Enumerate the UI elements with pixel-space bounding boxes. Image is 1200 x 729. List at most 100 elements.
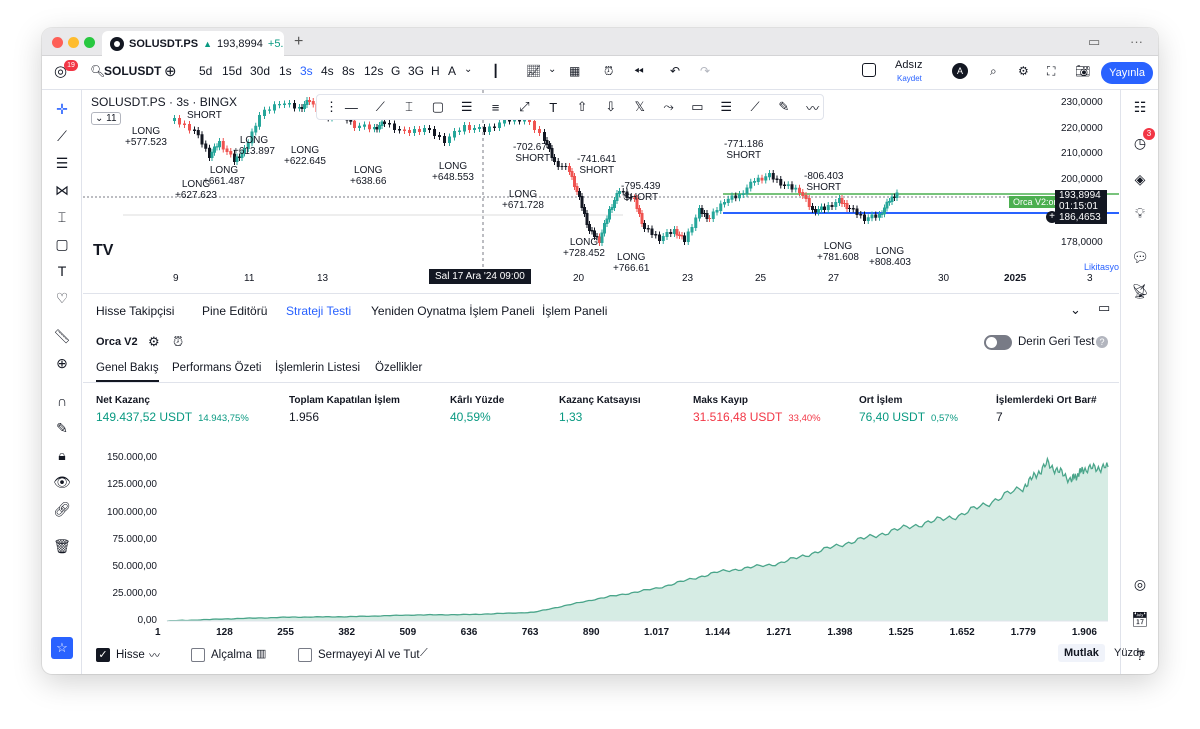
stay-drawing-icon[interactable]: ✎ <box>56 420 68 436</box>
candlestick-area[interactable] <box>83 90 1119 290</box>
percent-mode-button[interactable]: Yüzde <box>1114 647 1146 659</box>
hisse-checkbox[interactable]: ✓ <box>96 648 110 662</box>
subtab-trades-list[interactable]: İşlemlerin Listesi <box>275 362 360 374</box>
magnet-icon[interactable]: ∩ <box>56 393 68 409</box>
tab-stock-tracker[interactable]: Hisse Takipçisi <box>96 304 175 318</box>
interval-8s[interactable]: 8s <box>342 64 355 78</box>
save-link[interactable]: Kaydet <box>897 74 922 83</box>
interval-a[interactable]: A <box>448 64 457 78</box>
fullscreen-icon[interactable]: ⛶ <box>1047 64 1056 78</box>
lock-icon[interactable]: 🔒︎ <box>58 447 66 463</box>
strategy-name[interactable]: Orca V2 <box>96 336 138 348</box>
indicators-icon[interactable]: 📈︎ <box>526 64 542 78</box>
shapes-icon[interactable]: ▢ <box>55 236 69 252</box>
replay-icon[interactable]: ⏪︎ <box>634 64 644 78</box>
watchlist-star-icon[interactable]: ☆ <box>51 637 73 659</box>
help-icon[interactable]: ? <box>1096 336 1108 348</box>
xabcd-icon[interactable]: 𝕏 <box>634 99 645 114</box>
deep-backtest-toggle[interactable] <box>984 335 1012 350</box>
interval-5d[interactable]: 5d <box>199 64 213 78</box>
pitchfork-icon[interactable]: ⟋ <box>750 99 760 114</box>
crosshair-icon[interactable]: ✛ <box>56 101 68 117</box>
interval-12s[interactable]: 12s <box>364 64 384 78</box>
rect-icon[interactable]: ▢ <box>431 99 445 114</box>
drag-handle-icon[interactable]: ⋮ <box>325 99 338 114</box>
interval-h[interactable]: H <box>431 64 440 78</box>
strategy-alert-icon[interactable]: ⏰︎ <box>173 334 184 349</box>
hline-icon[interactable]: — <box>344 99 358 115</box>
equity-chart[interactable] <box>83 434 1119 626</box>
user-avatar[interactable]: A <box>952 63 968 79</box>
close-window-button[interactable] <box>52 37 63 48</box>
watchlist-icon[interactable]: ☷ <box>1133 99 1147 115</box>
strategy-settings-icon[interactable]: ⚙︎ <box>148 334 160 349</box>
favorites-heart-icon[interactable]: ♡ <box>55 290 69 306</box>
symbol-search[interactable]: SOLUSDT <box>104 64 162 78</box>
calendar-icon[interactable]: 📅︎ <box>1131 611 1149 627</box>
interval-3g[interactable]: 3G <box>408 64 425 78</box>
target-icon[interactable]: ◎ <box>1133 576 1147 592</box>
add-order-icon[interactable]: + <box>1046 211 1058 223</box>
maximize-window-button[interactable] <box>84 37 95 48</box>
path-icon[interactable]: ⤳ <box>663 99 674 114</box>
projection-icon[interactable]: ⌶ <box>57 209 67 225</box>
vline-icon[interactable]: ⌶ <box>405 99 413 114</box>
line-icon[interactable]: ⟋ <box>375 99 385 114</box>
interval-g[interactable]: G <box>391 64 401 78</box>
minimize-window-button[interactable] <box>68 37 79 48</box>
interval-30d[interactable]: 30d <box>250 64 271 78</box>
brush-icon[interactable]: ✎ <box>778 99 790 114</box>
interval-3s[interactable]: 3s <box>300 64 313 78</box>
maximize-panel-icon[interactable]: ▭ <box>1098 300 1111 315</box>
ruler-icon[interactable]: 📏︎ <box>53 328 71 344</box>
indicators-dropdown-icon[interactable]: ⌄ <box>548 64 557 75</box>
subtab-overview[interactable]: Genel Bakış <box>96 362 159 382</box>
lines-icon[interactable]: ☰ <box>720 99 732 114</box>
publish-button[interactable]: Yayınla <box>1101 62 1153 84</box>
layout-name[interactable]: Adsız <box>895 59 923 71</box>
layers-icon[interactable]: ◈ <box>1134 171 1146 187</box>
visibility-eye-icon[interactable]: 👁︎ <box>53 474 71 490</box>
trend-icon[interactable]: 〰 <box>806 100 820 116</box>
trendline-icon[interactable]: ⟋ <box>57 128 67 144</box>
interval-dropdown-icon[interactable]: ⌄ <box>464 64 473 75</box>
templates-icon[interactable]: ▦ <box>569 64 581 78</box>
zoom-in-icon[interactable]: ⊕ <box>56 355 68 371</box>
candle-type-icon[interactable]: ┃ <box>492 64 500 78</box>
interval-1s[interactable]: 1s <box>279 64 292 78</box>
arrow-down-icon[interactable]: ⇩ <box>605 99 617 114</box>
tab-replay-trading[interactable]: Yeniden Oynatma İşlem Paneli <box>371 304 535 318</box>
compare-add-icon[interactable]: ⊕ <box>164 63 177 80</box>
fib-icon[interactable]: ☰ <box>55 155 69 171</box>
indicator-count[interactable]: ⌄ 11 <box>91 112 121 125</box>
subtab-properties[interactable]: Özellikler <box>375 362 423 374</box>
more-icon[interactable]: ··· <box>1130 34 1143 49</box>
fib-channel-icon[interactable]: ≡ <box>491 99 500 115</box>
interval-15d[interactable]: 15d <box>222 64 243 78</box>
profile-logo-icon[interactable]: ◎ <box>54 63 68 80</box>
buyhold-checkbox[interactable] <box>298 648 312 662</box>
settings-gear-icon[interactable]: ⚙︎ <box>1018 64 1029 78</box>
absolute-mode-button[interactable]: Mutlak <box>1058 644 1105 662</box>
help-icon[interactable]: ? <box>1136 647 1144 663</box>
trash-icon[interactable]: 🗑︎ <box>53 538 71 554</box>
browser-tab[interactable]: SOLUSDT.PS ▲ 193,8994 +5.26 <box>102 31 284 56</box>
symbol-search-icon[interactable]: 🔍︎ <box>90 64 106 78</box>
drawdown-checkbox[interactable] <box>191 648 205 662</box>
ideas-bulb-icon[interactable]: 💡︎ <box>1135 205 1145 221</box>
text-tool-icon[interactable]: T <box>57 263 67 279</box>
redo-icon[interactable]: ↷ <box>700 64 711 78</box>
price-chart[interactable]: SOLUSDT.PS · 3s · BINGX ⌄ 11 ⋮ — ⟋ ⌶ ▢ ☰… <box>83 90 1119 290</box>
arrow-up-icon[interactable]: ⇧ <box>576 99 588 114</box>
tab-strategy-tester[interactable]: Strateji Testi <box>286 304 352 318</box>
new-tab-icon[interactable]: + <box>294 33 304 50</box>
ray-icon[interactable]: ⤢ <box>519 99 530 114</box>
screen-icon[interactable]: ▭ <box>1088 34 1101 49</box>
channel-icon[interactable]: ☰ <box>460 99 473 114</box>
broadcast-icon[interactable]: 📡︎ <box>1131 283 1149 299</box>
chat-icon[interactable]: 💬︎ <box>1131 249 1149 265</box>
alert-icon[interactable]: ⏰︎ <box>604 64 614 78</box>
subtab-performance[interactable]: Performans Özeti <box>172 362 262 374</box>
layout-select-icon[interactable] <box>862 63 876 77</box>
collapse-panel-icon[interactable]: ⌄ <box>1070 302 1081 317</box>
